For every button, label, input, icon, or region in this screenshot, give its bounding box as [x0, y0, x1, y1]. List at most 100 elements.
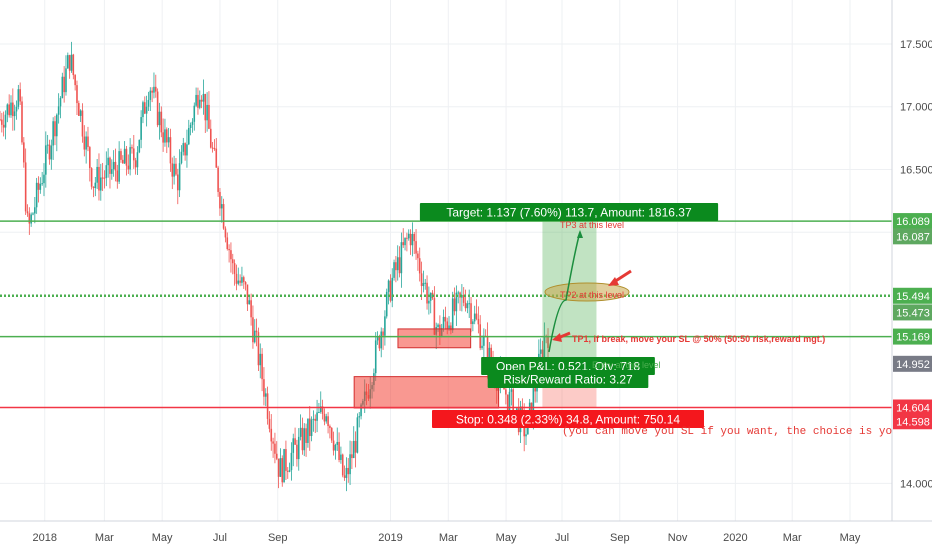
candle — [79, 109, 82, 122]
price-badge-bg — [893, 287, 932, 304]
candle — [118, 141, 120, 184]
candle — [178, 149, 181, 198]
candle-body — [395, 262, 397, 271]
candle-body — [17, 89, 20, 107]
candle-body — [134, 160, 137, 168]
candle — [230, 242, 232, 273]
candle-body — [228, 248, 230, 251]
candle-body — [433, 298, 436, 335]
candle-body — [345, 467, 348, 478]
candle-body — [296, 444, 298, 460]
candle-body — [442, 316, 445, 329]
candle-body — [230, 250, 232, 260]
candle-body — [534, 388, 536, 392]
candle-body — [444, 316, 447, 322]
candle — [448, 316, 450, 331]
stop-label[interactable]: Stop: 0.348 (2.33%) 34.8, Amount: 750.14 — [432, 410, 704, 428]
target-label[interactable]: Target: 1.137 (7.60%) 113.7, Amount: 181… — [419, 203, 719, 221]
candle-body — [114, 161, 117, 171]
candle-body — [329, 426, 331, 429]
candle-body — [54, 121, 56, 137]
candle — [224, 226, 227, 243]
candle — [319, 391, 322, 414]
candle — [338, 432, 340, 463]
candle-body — [191, 121, 194, 125]
candle — [281, 455, 284, 487]
grid-lines — [0, 0, 892, 521]
candle — [105, 151, 108, 187]
candle-body — [239, 280, 241, 283]
candle-body — [48, 144, 51, 160]
x-tick-label: Jul — [213, 532, 227, 544]
candle — [387, 279, 390, 305]
candle — [393, 259, 395, 281]
candle-body — [378, 336, 381, 349]
candle-body — [321, 406, 324, 414]
candle-body — [297, 436, 300, 460]
x-tick-label: Sep — [268, 532, 288, 544]
candle-body — [510, 389, 513, 392]
candle — [261, 348, 263, 392]
price-badge-bg — [893, 328, 932, 345]
candle-body — [147, 99, 150, 107]
candle — [208, 91, 210, 130]
sl-annotation: (you can move you SL if you want, the ch… — [562, 426, 918, 438]
candle-body — [158, 111, 161, 126]
candle-body — [285, 449, 287, 471]
candle — [336, 427, 339, 451]
candle — [162, 118, 164, 152]
candle — [468, 289, 471, 318]
candle-body — [358, 416, 361, 418]
candle-body — [67, 55, 69, 69]
candle — [182, 137, 185, 156]
candle-body — [380, 331, 383, 349]
projection-arrowhead — [577, 230, 583, 238]
candle-body — [50, 145, 53, 160]
candle — [253, 319, 256, 344]
candle — [21, 96, 23, 145]
candle-body — [143, 102, 146, 114]
candle-body — [457, 292, 460, 294]
candle-body — [299, 427, 302, 437]
candle-body — [92, 186, 95, 189]
candle-body — [450, 325, 452, 331]
candle — [54, 115, 56, 146]
x-tick-label: 2018 — [32, 532, 56, 544]
candle — [303, 423, 306, 457]
candle-body — [195, 94, 197, 106]
candle-body — [198, 99, 201, 108]
price-badge-text: 15.494 — [896, 291, 930, 303]
price-badge: 16.089 — [893, 213, 932, 230]
price-badge-text: 15.169 — [896, 332, 930, 344]
price-badge-text: 14.598 — [896, 416, 930, 428]
candle — [187, 119, 190, 146]
candle-body — [235, 273, 238, 284]
candle — [429, 292, 432, 314]
candle-body — [204, 93, 207, 121]
price-badge: 16.087 — [893, 228, 932, 245]
candle-body — [330, 428, 333, 441]
candle-body — [178, 163, 181, 191]
candle-body — [250, 300, 252, 318]
candle-body — [63, 76, 65, 93]
candlestick-series — [0, 41, 549, 492]
candle-body — [343, 475, 346, 478]
risk-reward-label[interactable]: Risk/Reward Ratio: 3.27 — [487, 370, 649, 388]
candle-body — [354, 440, 357, 453]
candle — [222, 198, 225, 230]
candle — [330, 426, 333, 443]
candle-body — [252, 317, 254, 343]
candle — [233, 259, 236, 286]
tp3-annotation: TP3 at this level — [560, 220, 624, 230]
candle-body — [1, 119, 3, 125]
candle-body — [41, 183, 43, 185]
candle — [547, 328, 549, 361]
candle-body — [12, 102, 14, 117]
candle-body — [261, 353, 263, 380]
candle-body — [360, 404, 362, 417]
candle — [151, 87, 153, 103]
candle — [301, 417, 304, 455]
candle — [72, 53, 75, 80]
